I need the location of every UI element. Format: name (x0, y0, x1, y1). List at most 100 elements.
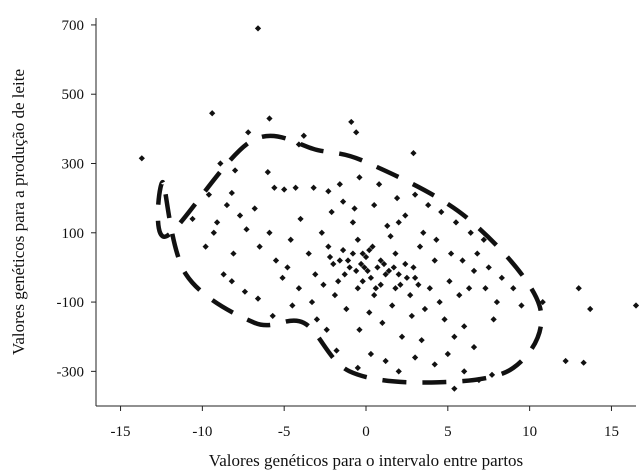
data-point (410, 264, 417, 271)
data-point (351, 205, 358, 212)
data-point (287, 236, 294, 243)
data-point (284, 264, 291, 271)
data-point (390, 264, 397, 271)
data-point (465, 285, 473, 292)
data-point (397, 281, 404, 288)
data-point (403, 274, 411, 281)
data-point (308, 298, 316, 306)
data-point (243, 226, 250, 233)
data-point (272, 257, 280, 264)
data-point (377, 257, 384, 264)
data-point (433, 236, 440, 243)
y-axis-title: Valores genéticos para a produção de lei… (9, 69, 28, 355)
data-point (485, 264, 492, 271)
data-point (205, 191, 213, 198)
data-point (580, 359, 587, 366)
data-point (266, 229, 273, 236)
data-point (367, 350, 375, 358)
data-point (398, 333, 406, 340)
data-point (339, 198, 347, 205)
y-tick-label: -100 (57, 295, 85, 311)
data-point (361, 264, 368, 271)
data-point (632, 302, 639, 309)
data-point (451, 385, 458, 392)
data-point (354, 285, 361, 292)
data-point (333, 347, 340, 354)
data-point (408, 312, 415, 320)
data-point (289, 302, 296, 309)
data-point (271, 184, 278, 191)
data-point (279, 274, 286, 281)
data-point (575, 285, 582, 292)
data-point (562, 357, 569, 365)
data-point (264, 169, 271, 176)
data-point (228, 189, 235, 197)
data-point (395, 219, 402, 226)
data-point (202, 243, 209, 250)
data-point (402, 212, 409, 219)
data-point (488, 371, 496, 378)
data-point (254, 25, 262, 32)
data-point (459, 257, 466, 264)
data-point (318, 229, 325, 236)
data-point (220, 271, 227, 278)
data-point (392, 250, 399, 257)
data-point (420, 229, 427, 236)
data-point (392, 285, 399, 292)
data-point (425, 201, 432, 209)
data-point (374, 264, 381, 271)
data-point (331, 292, 339, 299)
data-point (451, 333, 458, 340)
data-point (228, 278, 235, 285)
data-point (231, 167, 239, 174)
y-tick-label: 500 (62, 87, 85, 103)
x-tick-label: 10 (522, 424, 537, 440)
x-tick-label: -5 (278, 424, 291, 440)
data-point (254, 295, 262, 302)
data-point (456, 292, 463, 299)
data-point (354, 364, 361, 372)
data-point (354, 236, 361, 243)
data-point (364, 267, 371, 275)
data-point (292, 184, 299, 191)
data-point (269, 312, 276, 320)
data-point (411, 274, 419, 281)
confidence-ellipse-layer (155, 133, 544, 385)
data-point (357, 260, 365, 268)
data-point (438, 208, 445, 216)
data-point (380, 260, 388, 268)
data-point (518, 302, 525, 309)
data-point (447, 250, 455, 257)
data-point (384, 222, 391, 229)
data-point (393, 195, 401, 202)
data-point (467, 229, 474, 236)
data-point (251, 205, 258, 212)
data-point (490, 316, 497, 323)
data-point (138, 155, 145, 162)
data-point (431, 361, 438, 368)
data-point (482, 285, 489, 292)
data-point (335, 278, 342, 285)
x-tick-label: 0 (362, 424, 370, 440)
x-tick-label: 15 (604, 424, 619, 440)
data-point (300, 132, 307, 139)
data-point (493, 298, 501, 306)
data-point (349, 250, 357, 257)
data-point (470, 267, 478, 275)
data-point (387, 233, 394, 240)
data-point (209, 110, 216, 117)
data-point (325, 188, 332, 195)
y-tick-label: -300 (57, 364, 85, 380)
data-point (441, 316, 448, 323)
ticks-layer: -15 -10 -5 0 5 10 15 -300 -100 100 300 500 700 (57, 18, 619, 440)
data-point (366, 309, 373, 316)
data-point (281, 186, 288, 193)
data-point (452, 219, 460, 226)
data-point (328, 208, 335, 216)
x-tick-label: -10 (192, 424, 212, 440)
confidence-ellipse (155, 133, 544, 385)
data-point (418, 337, 425, 344)
data-point (305, 250, 312, 257)
data-point (356, 174, 363, 181)
data-point (372, 285, 379, 292)
